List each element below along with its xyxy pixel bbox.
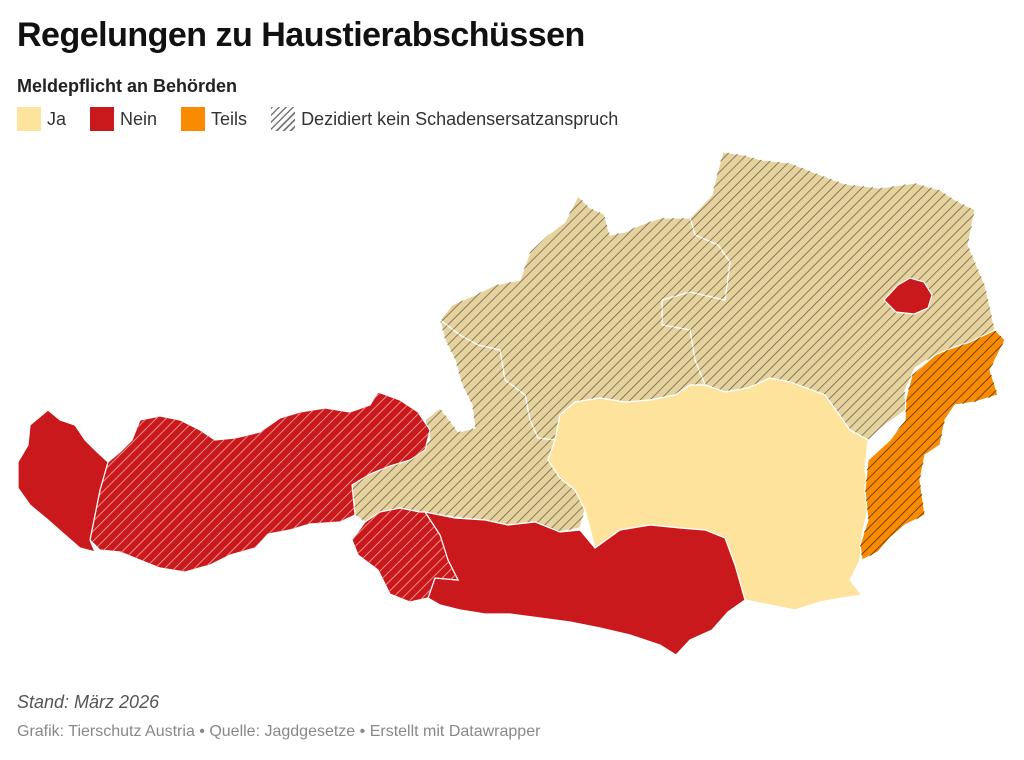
legend-label-teils: Teils (211, 108, 248, 129)
legend-item-hatched: Dezidiert kein Schadensersatzanspruch (271, 107, 618, 131)
legend-swatch-ja (17, 107, 41, 131)
legend-swatch-hatched (271, 107, 296, 131)
state-vorarlberg (17, 409, 109, 553)
legend-label-hatched: Dezidiert kein Schadensersatzanspruch (301, 108, 619, 129)
legend: Ja Nein Teils Dezidiert kein Schadensers… (17, 107, 642, 131)
state-burgenland (859, 329, 1006, 561)
legend-item-teils: Teils (181, 107, 247, 131)
state-osttirol (351, 507, 460, 603)
legend-swatch-nein (90, 107, 115, 131)
state-wien (883, 277, 933, 315)
state-tirol (89, 391, 431, 573)
chart-title: Regelungen zu Haustierabschüssen (17, 16, 585, 54)
legend-swatch-teils (181, 107, 206, 131)
footer-source: Grafik: Tierschutz Austria • Quelle: Jag… (17, 723, 541, 740)
legend-item-nein: Nein (90, 107, 157, 131)
legend-title: Meldepflicht an Behörden (17, 76, 238, 96)
austria-map (17, 151, 1006, 656)
footer-date: Stand: März 2026 (17, 692, 160, 712)
state-kaernten (423, 511, 746, 656)
state-niederoesterreich (661, 151, 996, 441)
legend-item-ja: Ja (17, 107, 66, 131)
legend-label-ja: Ja (47, 108, 67, 129)
legend-label-nein: Nein (120, 108, 158, 129)
